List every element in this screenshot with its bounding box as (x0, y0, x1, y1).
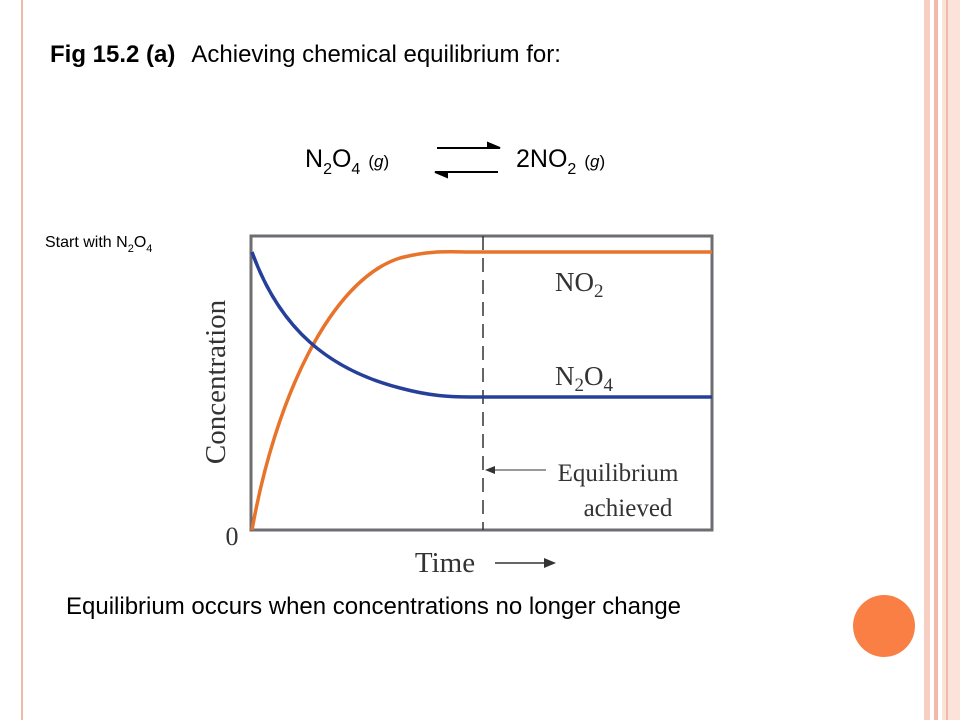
label-part: O (584, 361, 604, 391)
annotation-line: achieved (584, 495, 673, 522)
eq-part: ( (584, 152, 590, 171)
eq-sub: 2 (323, 161, 332, 178)
equilibrium-arrows (434, 141, 501, 179)
right-stripes (924, 0, 960, 720)
eq-part: ) (383, 152, 389, 171)
annotation-arrow-head (485, 466, 495, 474)
note-part: Start with N (45, 234, 128, 251)
stripe (942, 0, 960, 720)
eq-part: O (332, 145, 351, 173)
label-sub: 4 (604, 375, 614, 396)
origin-label: 0 (226, 522, 239, 551)
note-sub: 4 (146, 243, 152, 255)
figure-number: Fig 15.2 (a) (50, 41, 175, 68)
label-part: NO (555, 267, 594, 297)
eq-part: 2NO (516, 145, 567, 173)
no2-label: NO2 (555, 267, 604, 302)
decor-circle (853, 595, 915, 657)
footer-text: Equilibrium occurs when concentrations n… (66, 593, 681, 620)
arrow-head (434, 171, 448, 179)
time-arrow-head (544, 558, 556, 568)
label-sub: 2 (575, 375, 585, 396)
annotation-line: Equilibrium (558, 460, 679, 487)
plot-frame (249, 234, 714, 532)
title: Achieving chemical equilibrium for: (191, 41, 561, 68)
x-axis-label: Time (415, 547, 475, 579)
eq-part: g (590, 152, 600, 171)
label-sub: 2 (594, 281, 604, 302)
y-axis-label: Concentration (200, 299, 232, 464)
n2o4-curve (250, 251, 712, 399)
heading: Fig 15.2 (a) Achieving chemical equilibri… (50, 41, 561, 68)
note-sub: 2 (128, 243, 134, 255)
eq-part: N (305, 145, 323, 173)
stripe (946, 0, 948, 720)
n2o4-label: N2O4 (555, 361, 614, 396)
eq-part: ) (599, 152, 605, 171)
equation-right: 2NO2 (g) (516, 145, 605, 178)
stripe (934, 0, 938, 720)
eq-sub: 4 (351, 161, 360, 178)
no2-curve (250, 250, 712, 531)
stripe (924, 0, 930, 720)
label-part: N (555, 361, 575, 391)
note-part: O (134, 234, 146, 251)
eq-part: ( (368, 152, 374, 171)
eq-sub: 2 (567, 161, 576, 178)
start-note: Start with N2O4 (45, 234, 152, 255)
eq-part: g (374, 152, 384, 171)
arrow-head (487, 141, 501, 149)
equation-left: N2O4 (g) (305, 145, 389, 178)
